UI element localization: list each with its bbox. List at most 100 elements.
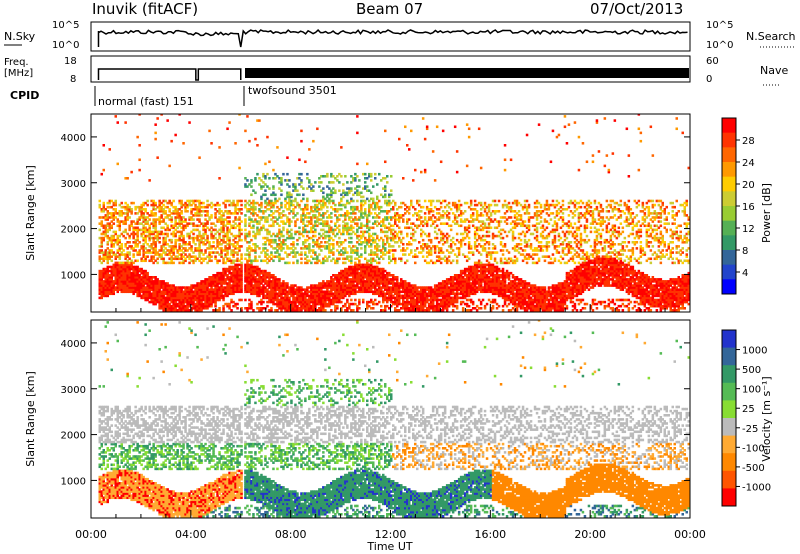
power-cell [300,253,303,256]
power-cell [248,230,251,234]
power-cell [294,247,297,250]
power-cell [196,296,199,300]
power-cell [382,300,385,304]
power-cell [176,208,179,211]
power-cell [326,298,329,302]
power-cell [302,288,305,291]
power-cell [100,282,103,285]
power-cell [392,296,395,300]
power-cell [268,280,271,283]
power-cell [360,212,363,215]
power-cell [326,257,329,261]
power-cell [238,286,241,289]
power-cell [288,224,291,228]
power-cell [274,177,277,180]
power-cell [168,238,171,242]
power-cell [254,280,257,283]
power-cell [216,292,219,296]
power-cell [288,218,291,221]
power-cell [390,201,393,205]
power-cell [427,286,431,289]
power-cell [154,259,157,263]
power-cell [244,265,247,269]
power-cell [324,292,327,296]
power-cell [423,294,427,298]
power-cell [356,251,359,254]
power-cell [360,210,363,213]
power-cell [248,241,251,244]
power-cell [98,255,101,258]
power-cell [384,282,387,285]
power-cell [228,121,231,124]
power-cell [130,245,133,248]
power-cell [198,238,201,242]
power-cell [370,263,373,267]
power-cell [344,226,347,230]
power-cell [114,267,117,271]
power-cell [176,290,179,294]
power-cell [360,241,363,244]
power-cell [206,288,209,291]
power-cell [412,228,415,232]
power-cell [322,199,325,203]
power-cell [398,284,401,287]
power-cell [248,278,251,281]
power-cell [396,304,399,308]
power-cell [118,228,121,232]
power-cell [252,203,255,207]
power-cell [148,224,151,228]
power-cell [388,236,391,240]
power-cell [320,208,323,211]
power-cell [124,286,127,289]
power-cell [423,300,427,304]
power-cell [230,259,233,263]
power-cell [322,175,325,178]
power-cell [214,302,217,306]
power-cell [206,255,209,258]
power-cell [312,292,315,296]
power-cell [316,245,319,248]
power-cell [300,309,303,312]
power-cell [144,241,147,244]
power-cell [244,278,247,281]
power-cell [120,278,123,281]
power-cell [198,156,201,159]
power-cell [364,276,367,279]
power-cell [222,241,225,244]
power-cell [158,220,161,223]
power-cell [220,255,223,258]
power-cell [318,247,321,250]
power-cell [118,263,121,267]
power-cell [376,282,379,285]
power-cell [262,269,265,273]
power-cell [190,212,193,215]
power-cell [224,203,227,207]
power-cell [338,208,341,211]
power-cell [196,199,199,203]
power-cell [396,208,399,211]
power-cell [196,286,199,289]
power-cell [284,197,287,201]
power-cell [342,292,345,296]
power-cell [144,288,147,291]
power-cell [372,278,375,281]
power-cell [334,282,337,285]
power-cell [118,274,121,277]
power-cell [126,247,129,250]
power-cell [354,263,357,267]
power-cell [204,290,207,294]
power-cell [302,228,305,232]
power-cell [336,243,339,246]
power-cell [290,292,293,296]
power-cell [356,162,359,166]
power-cell [188,296,191,300]
power-cell [352,302,355,306]
power-cell [138,249,141,252]
power-cell [218,177,221,180]
power-cell [423,298,427,302]
power-cell [142,284,145,287]
power-cell [114,115,117,118]
power-cell [382,222,385,225]
power-cell [190,290,193,294]
power-cell [240,255,243,258]
